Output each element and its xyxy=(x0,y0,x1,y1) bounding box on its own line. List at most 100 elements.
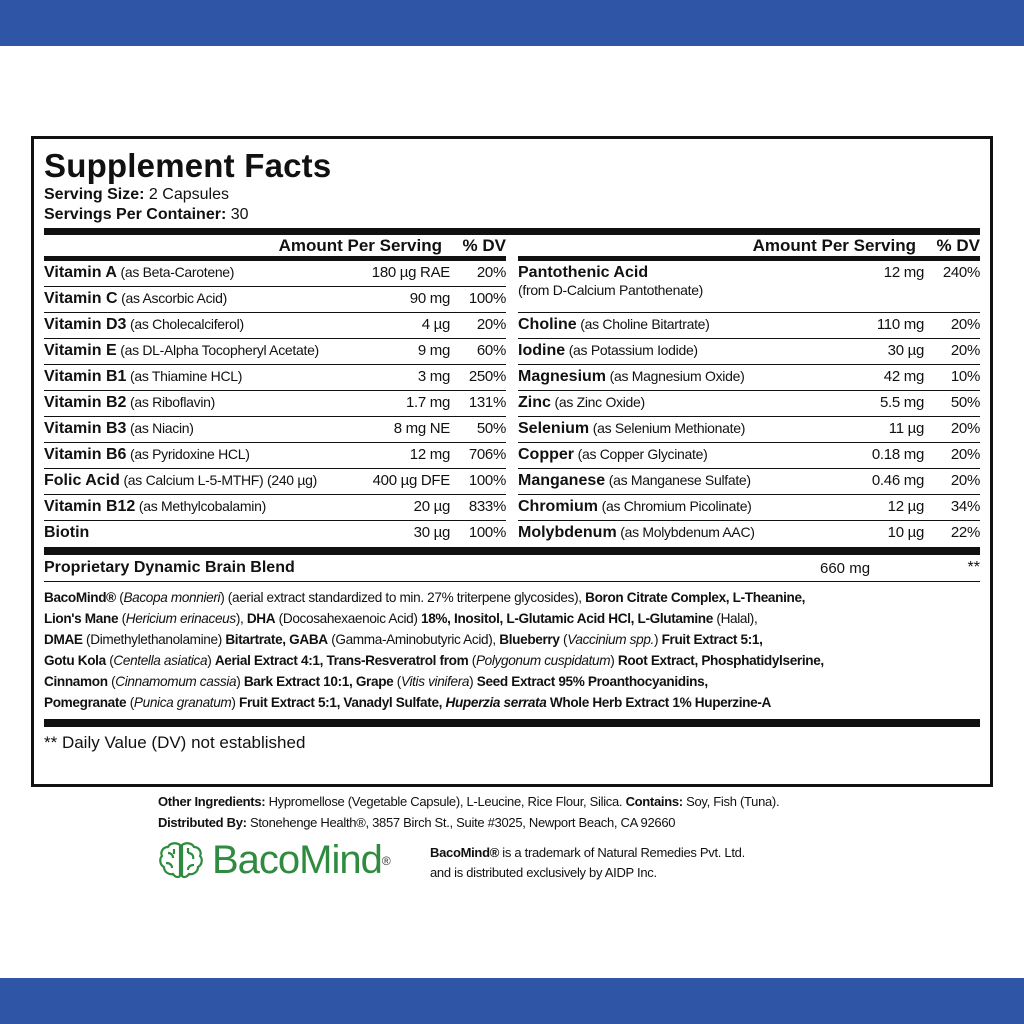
dv-header: % DV xyxy=(936,235,980,255)
blend-text-segment: Seed Extract 95% Proanthocyanidins, xyxy=(476,674,708,689)
nutrient-name: Magnesium xyxy=(518,368,607,385)
blend-line: Gotu Kola (Centella asiatica) Aerial Ext… xyxy=(44,650,980,671)
nutrient-source: (as Manganese Sulfate) xyxy=(605,472,751,488)
nutrient-dv: 706% xyxy=(468,446,506,463)
nutrient-row: Zinc (as Zinc Oxide) 5.5 mg 50% xyxy=(518,391,980,417)
nutrient-dv: 100% xyxy=(468,524,506,541)
nutrient-name-cell: Biotin xyxy=(44,524,360,542)
nutrient-amount: 0.18 mg xyxy=(871,446,924,463)
nutrient-amount: 5.5 mg xyxy=(879,394,924,411)
nutrient-amount: 90 mg xyxy=(409,290,451,307)
nutrient-source: (as Riboflavin) xyxy=(126,394,215,410)
nutrient-source: (as Potassium Iodide) xyxy=(565,342,698,358)
blend-text-segment: (Docosahexaenoic Acid) xyxy=(275,611,421,626)
nutrient-dv: 20% xyxy=(476,316,506,333)
nutrient-name-cell: Molybdenum (as Molybdenum AAC) xyxy=(518,524,834,542)
nutrient-source: (as Chromium Picolinate) xyxy=(598,498,752,514)
nutrient-source: (as Calcium L-5-MTHF) (240 µg) xyxy=(119,472,317,488)
dist-label: Distributed By: xyxy=(158,815,247,830)
nutrient-name-cell: Choline (as Choline Bitartrate) xyxy=(518,316,834,334)
nutrient-name: Copper xyxy=(518,446,574,463)
nutrient-amount: 12 µg xyxy=(887,498,925,515)
nutrient-name: Vitamin E xyxy=(44,342,117,359)
blend-text-segment: ) xyxy=(236,674,244,689)
blend-text-segment: DHA xyxy=(246,611,276,626)
nutrient-source: (as Zinc Oxide) xyxy=(550,394,645,410)
blend-text-segment: Whole Herb Extract 1% Huperzine-A xyxy=(546,695,771,710)
nutrient-dv: 250% xyxy=(468,368,506,385)
nutrient-row: Vitamin E (as DL-Alpha Tocopheryl Acetat… xyxy=(44,339,506,365)
nutrient-name: Vitamin B3 xyxy=(44,420,127,437)
nutrient-name: Zinc xyxy=(518,394,551,411)
nutrient-name-cell: Vitamin B3 (as Niacin) xyxy=(44,420,360,438)
blend-text-segment: Bark Extract 10:1, Grape xyxy=(243,674,394,689)
nutrient-amount: 1.7 mg xyxy=(405,394,450,411)
nutrient-name-cell: Vitamin B1 (as Thiamine HCL) xyxy=(44,368,360,386)
blend-text-segment: Fruit Extract 5:1, xyxy=(661,632,763,647)
nutrient-source: (as Pyridoxine HCL) xyxy=(126,446,250,462)
trademark-note: BacoMind® is a trademark of Natural Reme… xyxy=(430,843,745,883)
nutrient-amount: 20 µg xyxy=(413,498,451,515)
tm-brand: BacoMind® xyxy=(430,845,499,860)
nutrient-name: Molybdenum xyxy=(518,524,617,541)
dv-header: % DV xyxy=(462,235,506,255)
other-label: Other Ingredients: xyxy=(158,794,266,809)
nutrient-name-cell: Chromium (as Chromium Picolinate) xyxy=(518,498,834,516)
nutrient-dv: 20% xyxy=(476,264,506,281)
nutrient-amount: 42 mg xyxy=(883,368,925,385)
nutrient-dv: 20% xyxy=(950,472,980,489)
blend-text-segment: BacoMind® xyxy=(44,590,116,605)
footnote: ** Daily Value (DV) not established xyxy=(44,733,306,752)
blend-text-segment: ) xyxy=(469,674,477,689)
divider xyxy=(44,719,980,727)
blend-text-segment: Huperzia serrata xyxy=(445,695,547,710)
servings-label: Servings Per Container: xyxy=(44,206,227,223)
nutrient-name-cell: Magnesium (as Magnesium Oxide) xyxy=(518,368,834,386)
supplement-facts-panel: Supplement Facts Serving Size: 2 Capsule… xyxy=(31,136,993,787)
nutrient-name-cell: Vitamin B2 (as Riboflavin) xyxy=(44,394,360,412)
tm-line1: is a trademark of Natural Remedies Pvt. … xyxy=(499,845,745,860)
nutrient-dv: 20% xyxy=(950,420,980,437)
column-header: Amount Per Serving % DV xyxy=(518,235,980,261)
nutrient-amount: 180 µg RAE xyxy=(371,264,451,281)
blend-text-segment: Bitartrate, GABA xyxy=(225,632,328,647)
nutrient-name: Vitamin B2 xyxy=(44,394,127,411)
blend-text-segment: DMAE xyxy=(44,632,83,647)
nutrient-name: Vitamin B12 xyxy=(44,498,136,515)
blend-text-segment: ) (aerial extract standardized to min. 2… xyxy=(220,590,586,605)
nutrient-source: (as Thiamine HCL) xyxy=(126,368,243,384)
nutrient-name-cell: Vitamin E (as DL-Alpha Tocopheryl Acetat… xyxy=(44,342,360,360)
blend-text-segment: ( xyxy=(118,611,127,626)
nutrient-name: Folic Acid xyxy=(44,472,120,489)
nutrient-dv: 100% xyxy=(468,290,506,307)
nutrient-name-cell: Manganese (as Manganese Sulfate) xyxy=(518,472,834,490)
nutrient-row: Vitamin A (as Beta-Carotene) 180 µg RAE 20… xyxy=(44,261,506,287)
nutrient-dv: 20% xyxy=(950,342,980,359)
nutrient-row: Biotin 30 µg 100% xyxy=(44,521,506,547)
blend-text-segment: Vitis vinifera xyxy=(400,674,470,689)
blend-text-segment: Bacopa monnieri xyxy=(123,590,221,605)
nutrient-source: (as Niacin) xyxy=(126,420,194,436)
blend-name: Proprietary Dynamic Brain Blend xyxy=(44,559,295,576)
serving-size-value: 2 Capsules xyxy=(144,186,229,203)
blend-text-segment: ( xyxy=(126,695,135,710)
blend-text-segment: (Halal), xyxy=(712,611,758,626)
bacomind-logo: BacoMind ® xyxy=(158,838,391,883)
panel-title: Supplement Facts xyxy=(44,147,332,184)
nutrient-amount: 400 µg DFE xyxy=(372,472,451,489)
nutrient-amount: 0.46 mg xyxy=(871,472,924,489)
blend-text-segment: Cinnamomum cassia xyxy=(115,674,237,689)
nutrient-name-cell: Vitamin B6 (as Pyridoxine HCL) xyxy=(44,446,360,464)
blend-line: Lion's Mane (Hericium erinaceus), DHA (D… xyxy=(44,608,980,629)
nutrient-row: Manganese (as Manganese Sulfate) 0.46 mg 2… xyxy=(518,469,980,495)
nutrient-amount: 30 µg xyxy=(887,342,925,359)
nutrient-name: Vitamin A xyxy=(44,264,117,281)
blend-line: DMAE (Dimethylethanolamine) Bitartrate, … xyxy=(44,629,980,650)
nutrient-source: (as Ascorbic Acid) xyxy=(117,290,227,306)
nutrient-dv: 100% xyxy=(468,472,506,489)
servings-per-container: Servings Per Container: 30 xyxy=(44,205,980,225)
blend-text-segment: Pomegranate xyxy=(44,695,127,710)
nutrient-name-cell: Zinc (as Zinc Oxide) xyxy=(518,394,834,412)
nutrient-dv: 50% xyxy=(950,394,980,411)
nutrient-dv: 20% xyxy=(950,316,980,333)
